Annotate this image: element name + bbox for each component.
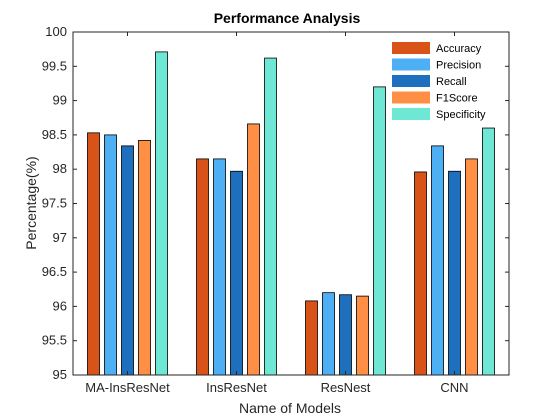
y-tick-label: 99 (53, 93, 67, 108)
axes: 95 95.5 96 96.5 97 97.5 98 98.5 99 99.5 100 MA-InsR… (42, 24, 509, 395)
legend-swatch-specificity (392, 108, 430, 120)
bar-precision-3 (431, 145, 444, 376)
y-tick-label: 96.5 (42, 264, 67, 279)
y-tick-label: 100 (45, 24, 67, 39)
y-tick-label: 96 (53, 298, 67, 313)
legend-label-accuracy: Accuracy (436, 43, 482, 55)
bar-f1score-3 (465, 158, 478, 376)
bar-f1score-0 (138, 139, 151, 376)
bar-precision-0 (104, 134, 117, 376)
y-tick-label: 97 (53, 230, 67, 245)
y-tick-label: 97.5 (42, 196, 67, 211)
bar-accuracy-0 (87, 132, 100, 376)
y-tick-label: 95.5 (42, 333, 67, 348)
legend: Accuracy Precision Recall F1Score Specificit… (388, 38, 500, 123)
bar-recall-0 (121, 145, 134, 376)
bar-accuracy-3 (414, 171, 427, 376)
bars-layer (87, 51, 495, 376)
bar-specificity-0 (155, 51, 168, 376)
legend-swatch-recall (392, 75, 430, 87)
bar-accuracy-1 (196, 158, 209, 376)
legend-swatch-f1score (392, 91, 430, 104)
bar-accuracy-2 (305, 300, 318, 376)
x-tick-label: MA-InsResNet (85, 380, 170, 395)
bar-specificity-1 (264, 57, 277, 376)
x-tick-label: CNN (440, 380, 468, 395)
x-axis-title: Name of Models (239, 400, 341, 416)
legend-label-precision: Precision (436, 60, 481, 72)
bar-specificity-3 (482, 127, 495, 376)
y-axis-title: Percentage(%) (23, 156, 39, 249)
bar-precision-2 (322, 292, 335, 376)
bar-precision-1 (213, 158, 226, 376)
bar-recall-3 (448, 170, 461, 376)
bar-recall-1 (230, 170, 243, 376)
legend-label-recall: Recall (436, 76, 467, 88)
bar-f1score-1 (247, 123, 260, 376)
legend-swatch-accuracy (392, 42, 430, 54)
legend-label-specificity: Specificity (436, 109, 486, 121)
y-tick-label: 98 (53, 161, 67, 176)
bar-f1score-2 (356, 295, 369, 376)
chart-title: Performance Analysis (214, 10, 361, 26)
y-tick-label: 99.5 (42, 58, 67, 73)
y-tick-label: 98.5 (42, 127, 67, 142)
bar-specificity-2 (373, 86, 386, 376)
legend-label-f1score: F1Score (436, 93, 478, 105)
legend-swatch-precision (392, 58, 430, 71)
y-tick-label: 95 (53, 367, 67, 382)
x-tick-label: ResNest (321, 380, 371, 395)
bar-recall-2 (339, 294, 352, 376)
x-tick-label: InsResNet (206, 380, 267, 395)
